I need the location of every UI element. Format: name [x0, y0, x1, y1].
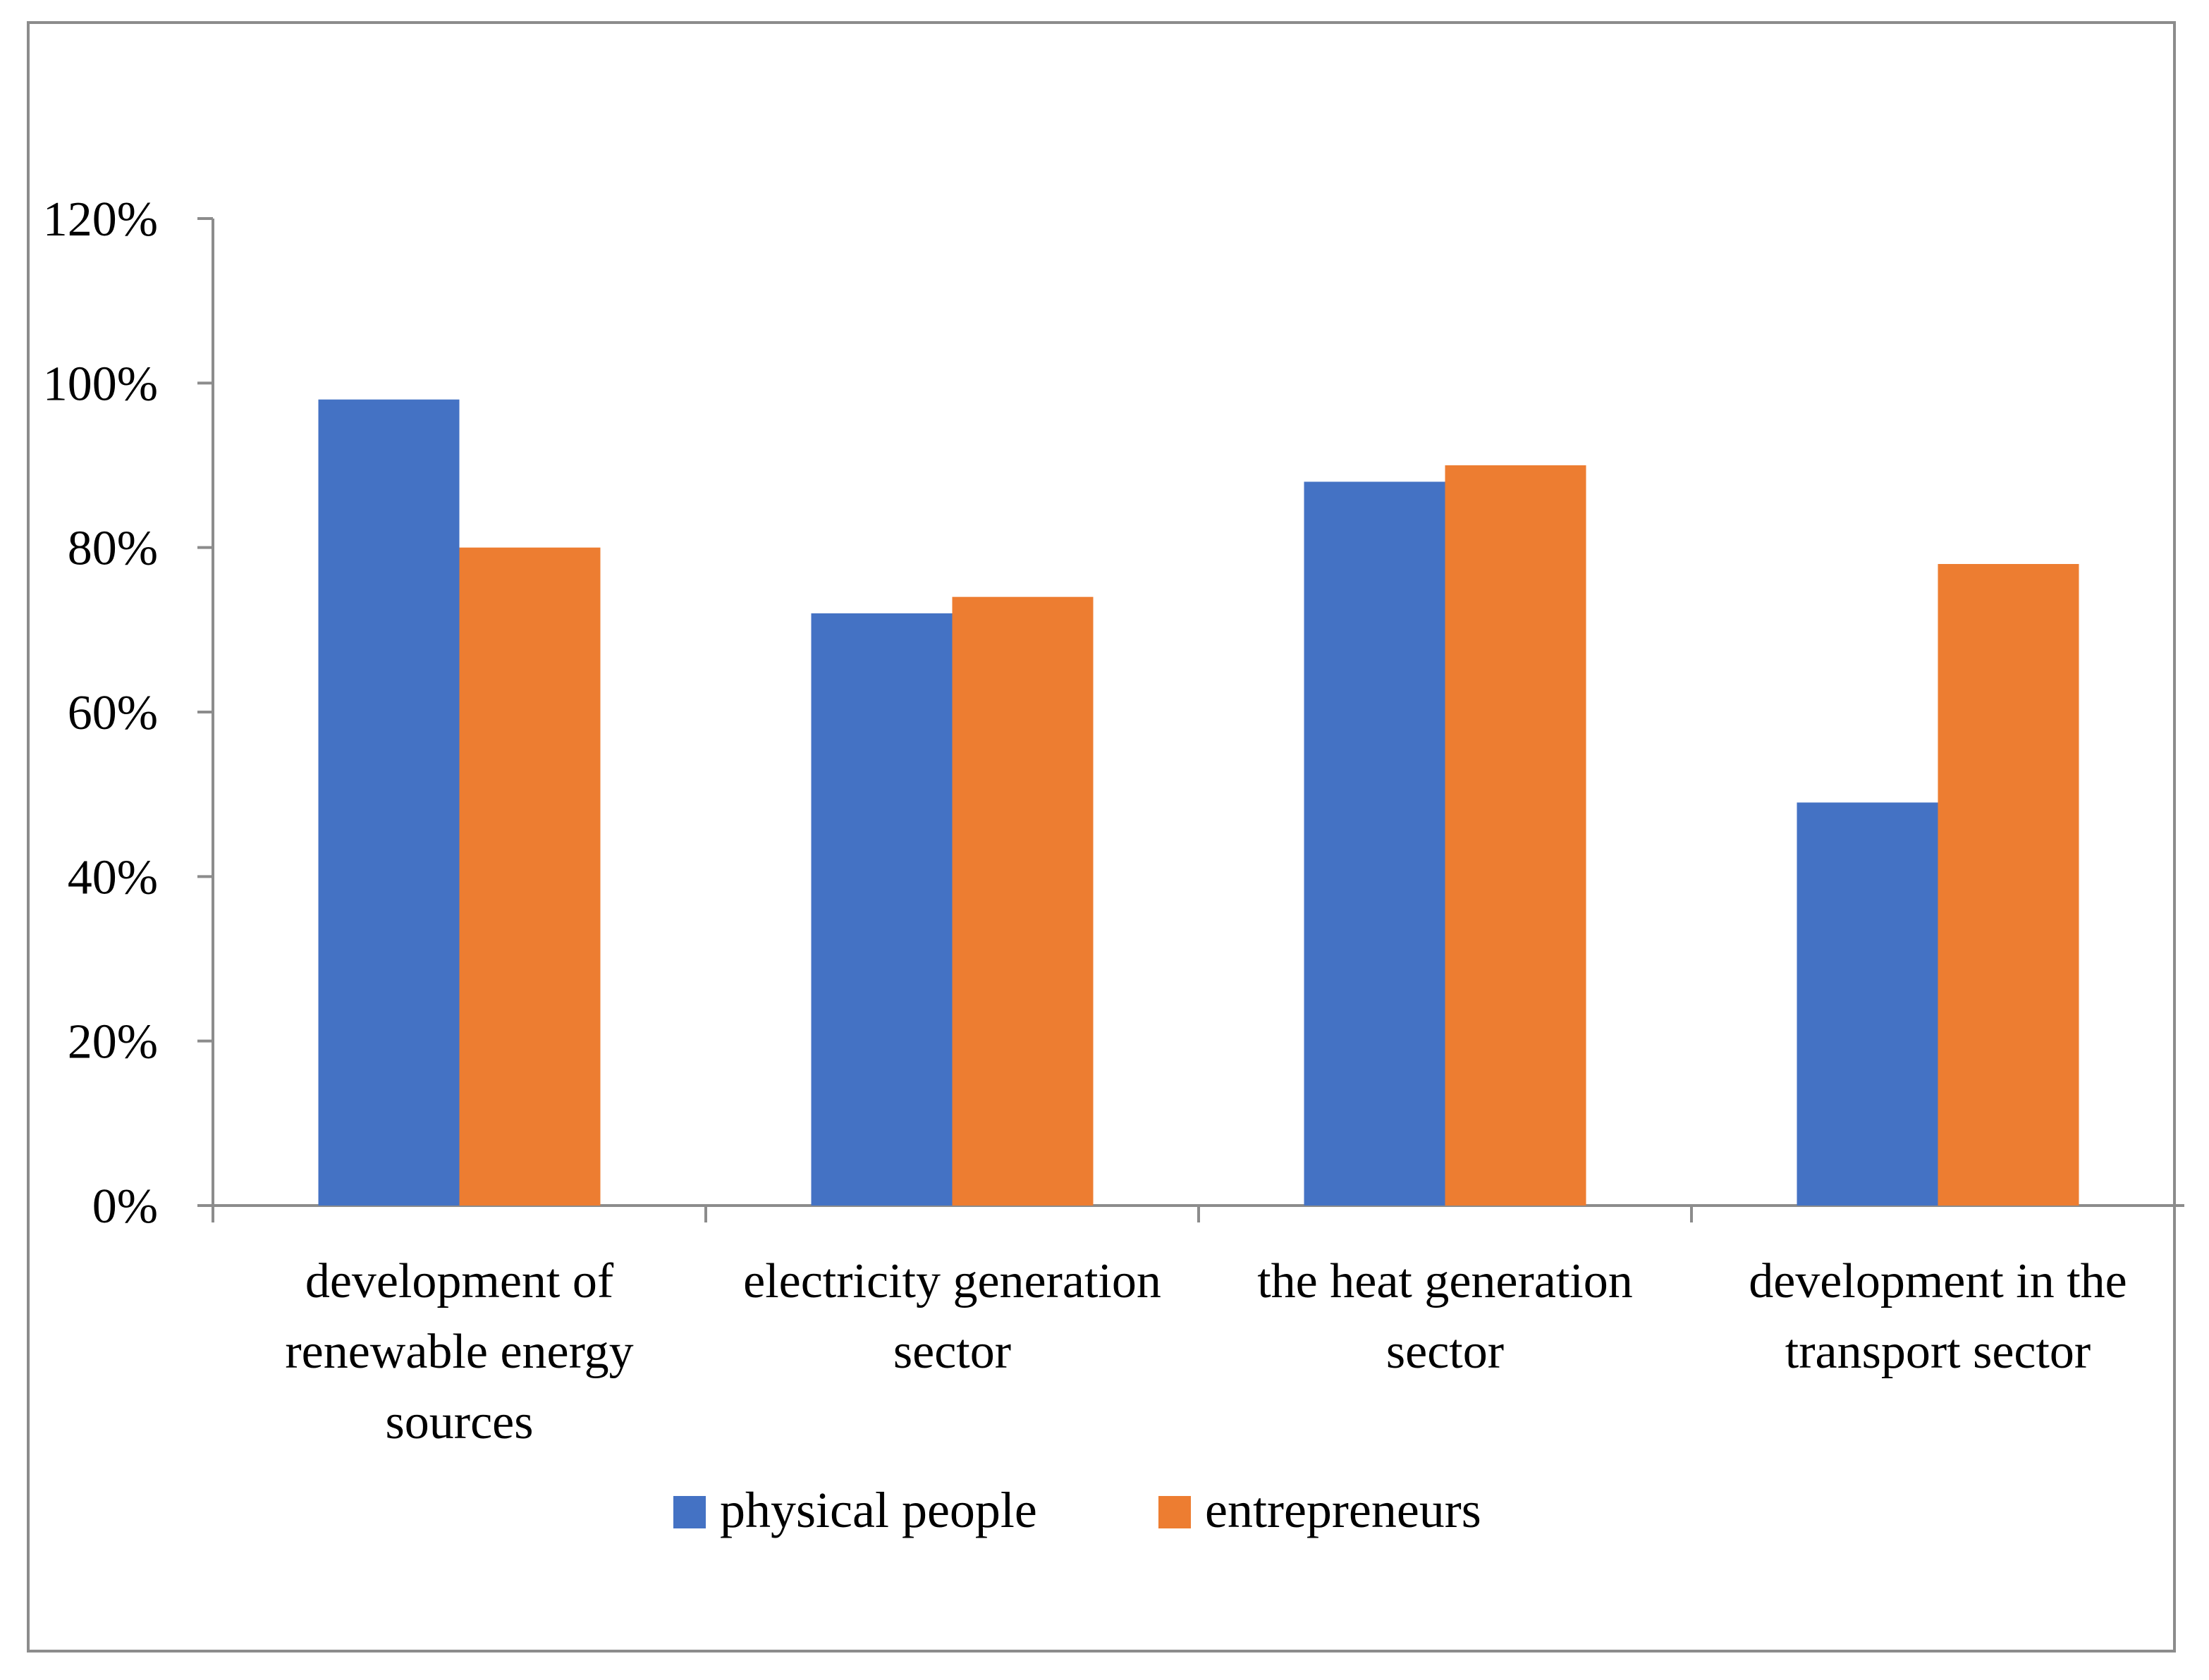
legend: physical people entrepreneurs — [673, 1482, 1481, 1538]
y-tick-label: 100% — [43, 357, 158, 411]
bar-physical-people — [318, 399, 460, 1206]
legend-swatch — [1158, 1496, 1191, 1528]
x-category-label-line: the heat generation — [1257, 1254, 1633, 1308]
bar-entrepreneurs — [1938, 564, 2079, 1206]
y-axis: 0% 20% 40% 60% 80% 100% 120% — [43, 192, 214, 1234]
bar-entrepreneurs — [1445, 465, 1586, 1206]
y-tick-label: 40% — [68, 850, 158, 905]
y-tick-label: 20% — [68, 1015, 158, 1069]
x-category-label: the heat generation sector — [1257, 1254, 1633, 1379]
bar-physical-people — [1304, 482, 1445, 1206]
x-category-label-line: sector — [1386, 1325, 1504, 1379]
bar-entrepreneurs — [459, 547, 601, 1206]
x-category-label: electricity generation sector — [743, 1254, 1161, 1379]
x-category-label-line: sources — [386, 1395, 534, 1449]
y-tick-label: 80% — [68, 522, 158, 576]
x-category-label: development of renewable energy sources — [285, 1254, 633, 1449]
bar-physical-people — [811, 613, 953, 1206]
x-category-label-line: sector — [893, 1325, 1011, 1379]
bars — [318, 399, 2079, 1206]
legend-label: physical people — [720, 1482, 1037, 1538]
legend-label: entrepreneurs — [1205, 1482, 1481, 1538]
x-category-label-line: renewable energy — [285, 1325, 633, 1379]
x-axis: development of renewable energy sources ele… — [212, 1204, 2184, 1449]
x-category-label-line: development of — [305, 1254, 614, 1308]
legend-swatch — [673, 1496, 706, 1528]
x-category-label: development in the transport sector — [1749, 1254, 2127, 1379]
y-tick-label: 120% — [43, 192, 158, 247]
bar-physical-people — [1797, 802, 1938, 1206]
x-category-label-line: transport sector — [1785, 1325, 2091, 1379]
y-tick-label: 0% — [92, 1179, 158, 1234]
bar-entrepreneurs — [952, 596, 1094, 1206]
x-category-label-line: electricity generation — [743, 1254, 1161, 1308]
y-tick-label: 60% — [68, 686, 158, 740]
x-category-label-line: development in the — [1749, 1254, 2127, 1308]
